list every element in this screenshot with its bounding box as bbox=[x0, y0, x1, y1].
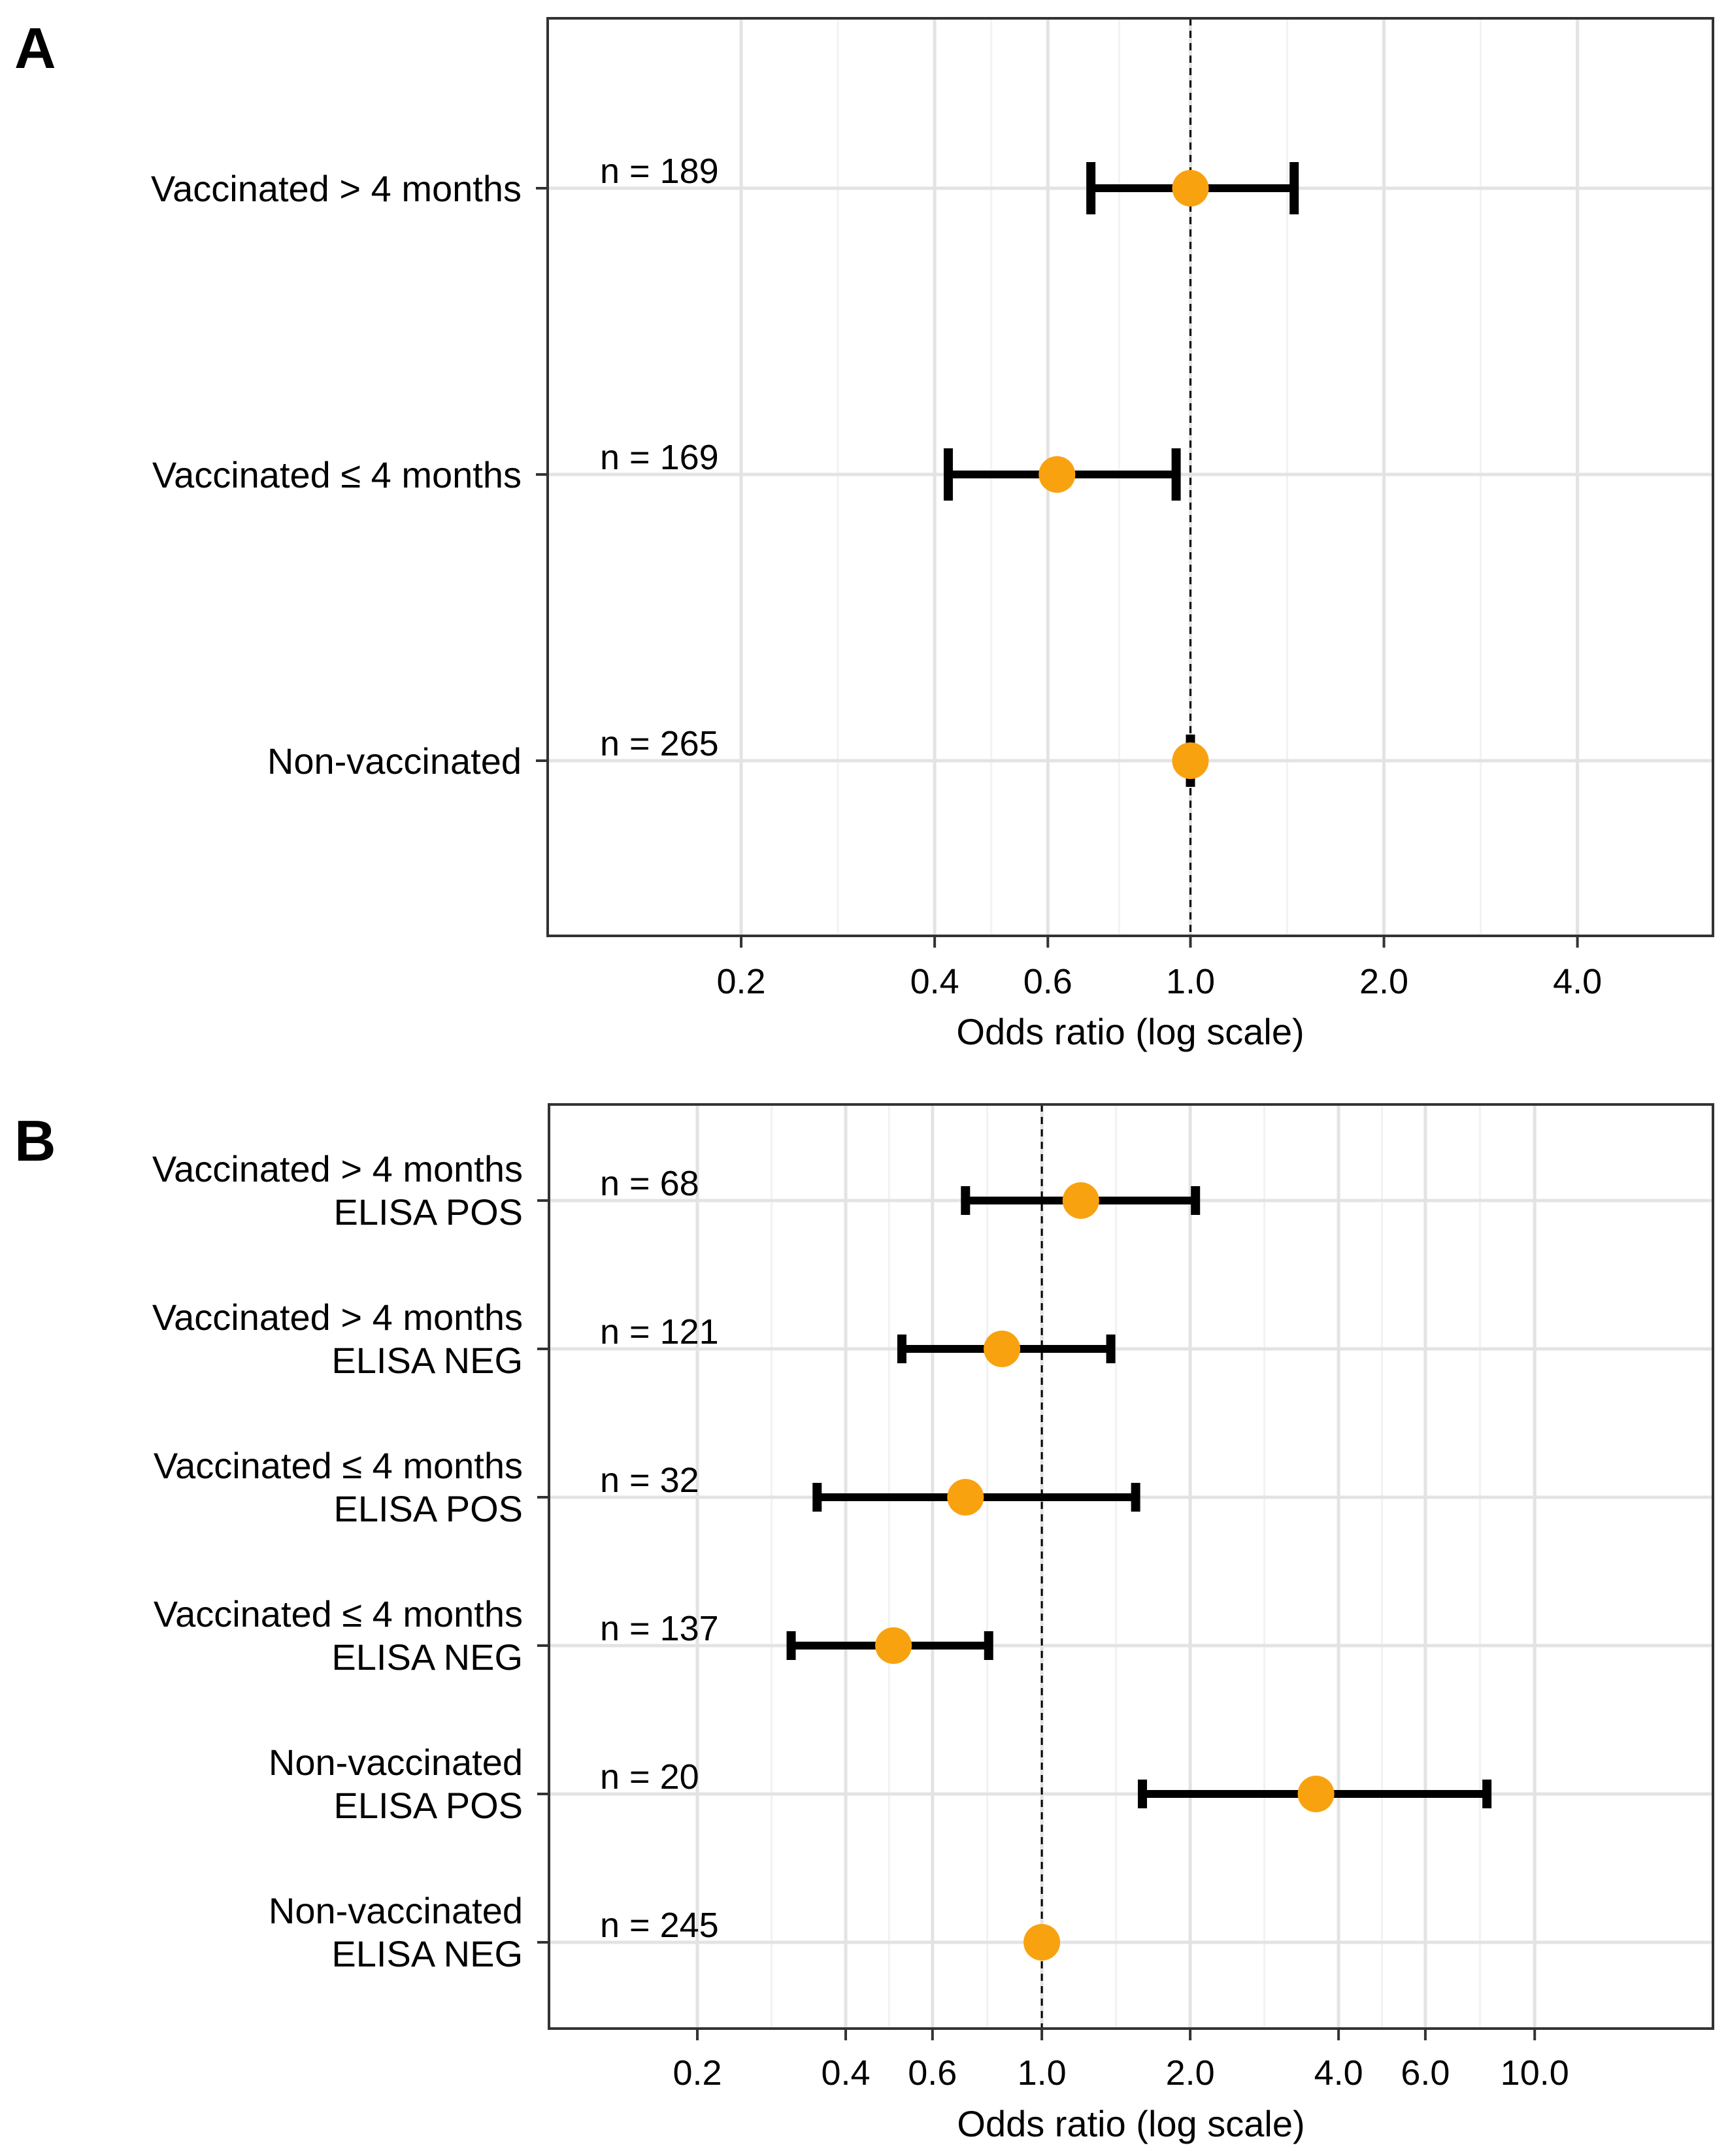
sample-size-label: n = 32 bbox=[600, 1461, 699, 1500]
y-axis-label: Non-vaccinated bbox=[269, 1890, 523, 1931]
x-tick-label: 10.0 bbox=[1501, 2053, 1569, 2093]
panel-b-letter: B bbox=[14, 1108, 56, 1173]
odds-ratio-point bbox=[875, 1627, 912, 1664]
y-axis-label: Vaccinated ≤ 4 months bbox=[154, 1445, 523, 1486]
x-tick-label: 0.6 bbox=[1023, 962, 1072, 1001]
sample-size-label: n = 137 bbox=[600, 1609, 719, 1648]
odds-ratio-point bbox=[1023, 1924, 1061, 1961]
panel-a-n-labels: n = 189 n = 169 n = 265 bbox=[600, 152, 719, 763]
sample-size-label: n = 265 bbox=[600, 724, 719, 763]
panel-a-letter: A bbox=[14, 16, 56, 80]
panel-a-y-labels: Vaccinated > 4 months Vaccinated ≤ 4 mont… bbox=[151, 168, 548, 782]
panel-a-frame bbox=[546, 17, 1714, 937]
odds-ratio-point bbox=[1062, 1182, 1099, 1219]
y-axis-label: Non-vaccinated bbox=[267, 740, 522, 782]
y-axis-label: ELISA NEG bbox=[331, 1933, 523, 1974]
panel-b-grid bbox=[549, 1104, 1713, 2029]
sample-size-label: n = 20 bbox=[600, 1757, 699, 1797]
panel-b-frame bbox=[548, 1103, 1714, 2030]
sample-size-label: n = 68 bbox=[600, 1164, 699, 1203]
x-tick-label: 0.2 bbox=[717, 962, 766, 1001]
x-tick-label: 0.4 bbox=[821, 2053, 870, 2093]
x-tick-label: 4.0 bbox=[1553, 962, 1602, 1001]
y-axis-label: Non-vaccinated bbox=[269, 1742, 523, 1783]
panel-b-x-ticks: 0.2 0.4 0.6 1.0 2.0 4.0 6.0 10.0 bbox=[673, 2029, 1569, 2093]
panel-a: A Vaccinated > 4 months Vaccinated ≤ 4 mo… bbox=[14, 16, 1714, 1052]
sample-size-label: n = 121 bbox=[600, 1312, 719, 1352]
x-tick-label: 2.0 bbox=[1359, 962, 1408, 1001]
odds-ratio-point bbox=[947, 1479, 984, 1516]
x-tick-label: 1.0 bbox=[1018, 2053, 1067, 2093]
odds-ratio-point bbox=[1297, 1776, 1335, 1812]
odds-ratio-point bbox=[1172, 170, 1209, 207]
x-tick-label: 0.6 bbox=[908, 2053, 957, 2093]
y-axis-label: ELISA POS bbox=[334, 1488, 523, 1529]
panel-b-marks bbox=[786, 1182, 1492, 1961]
y-axis-label: ELISA POS bbox=[334, 1785, 523, 1826]
panel-a-marks bbox=[943, 162, 1299, 787]
x-tick-label: 6.0 bbox=[1401, 2053, 1450, 2093]
x-tick-label: 0.4 bbox=[910, 962, 959, 1001]
y-axis-label: Vaccinated > 4 months bbox=[152, 1297, 523, 1338]
sample-size-label: n = 189 bbox=[600, 152, 719, 191]
odds-ratio-point bbox=[1172, 742, 1209, 779]
y-axis-label: ELISA NEG bbox=[331, 1340, 523, 1381]
y-axis-label: ELISA NEG bbox=[331, 1636, 523, 1678]
panel-a-x-ticks: 0.2 0.4 0.6 1.0 2.0 4.0 bbox=[717, 936, 1602, 1001]
x-tick-label: 0.2 bbox=[673, 2053, 722, 2093]
y-axis-label: ELISA POS bbox=[334, 1191, 523, 1233]
y-axis-label: Vaccinated > 4 months bbox=[151, 168, 522, 209]
y-axis-label: Vaccinated ≤ 4 months bbox=[154, 1593, 523, 1634]
sample-size-label: n = 245 bbox=[600, 1906, 719, 1945]
odds-ratio-point bbox=[984, 1331, 1021, 1367]
sample-size-label: n = 169 bbox=[600, 438, 719, 477]
panel-a-x-axis-title: Odds ratio (log scale) bbox=[956, 1011, 1304, 1052]
x-tick-label: 2.0 bbox=[1166, 2053, 1215, 2093]
x-tick-label: 4.0 bbox=[1314, 2053, 1363, 2093]
panel-b-n-labels: n = 68 n = 121 n = 32 n = 137 n = 20 n = 245 bbox=[600, 1164, 719, 1945]
x-tick-label: 1.0 bbox=[1166, 962, 1215, 1001]
y-axis-label: Vaccinated > 4 months bbox=[152, 1148, 523, 1189]
y-axis-label: Vaccinated ≤ 4 months bbox=[152, 454, 522, 495]
panel-b-x-axis-title: Odds ratio (log scale) bbox=[957, 2103, 1304, 2144]
odds-ratio-point bbox=[1038, 456, 1076, 493]
